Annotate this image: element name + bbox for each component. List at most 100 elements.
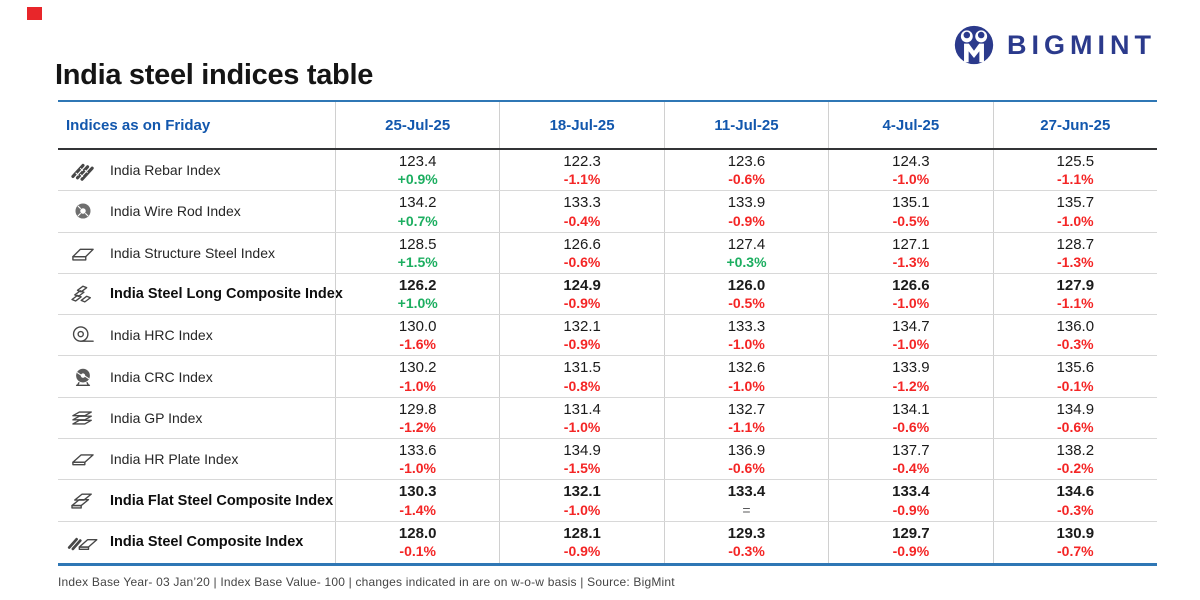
index-value: 129.3 <box>727 525 766 543</box>
index-value: 132.6 <box>727 359 766 377</box>
index-label: India Structure Steel Index <box>110 244 275 261</box>
wow-change: -0.6% <box>1057 419 1094 435</box>
wow-change: -0.5% <box>728 295 765 312</box>
index-label: India CRC Index <box>110 368 213 385</box>
structure-steel-icon <box>65 242 101 264</box>
value-cell: 135.7 -1.0% <box>992 191 1157 232</box>
index-value: 135.1 <box>892 194 930 212</box>
wow-change: -1.2% <box>892 377 930 394</box>
index-value: 126.6 <box>563 235 601 253</box>
index-value: 134.2 <box>398 194 437 212</box>
wow-change: -0.1% <box>1057 377 1094 394</box>
hrc-coil-icon <box>65 324 101 346</box>
wow-change: -1.6% <box>399 336 436 353</box>
index-label-cell: India Rebar Index <box>58 150 335 190</box>
index-value: 135.7 <box>1056 194 1095 212</box>
index-label: India HRC Index <box>110 327 213 344</box>
table-row: India Flat Steel Composite Index 130.3 -1.… <box>58 480 1157 522</box>
index-value: 126.2 <box>398 276 437 294</box>
table-row: India Rebar Index 123.4 +0.9% 122.3 -1.1% 123… <box>58 150 1157 192</box>
value-cell: 128.1 -0.9% <box>499 521 663 563</box>
value-cell: 127.1 -1.3% <box>828 232 992 273</box>
footnote: Index Base Year- 03 Jan’20 | Index Base … <box>58 575 675 589</box>
index-value: 127.9 <box>1056 276 1095 294</box>
value-cell: 134.6 -0.3% <box>992 480 1157 521</box>
index-value: 133.3 <box>563 194 601 212</box>
index-value: 132.1 <box>563 318 601 336</box>
value-cell: 133.9 -1.2% <box>828 356 992 397</box>
index-value: 134.1 <box>892 400 930 418</box>
value-cell: 130.0 -1.6% <box>335 315 499 356</box>
wow-change: -1.0% <box>563 419 601 435</box>
wow-change: = <box>742 501 751 518</box>
value-cell: 137.7 -0.4% <box>828 439 992 480</box>
index-value: 137.7 <box>892 442 930 460</box>
value-cell: 129.7 -0.9% <box>828 521 992 563</box>
value-cell: 134.9 -0.6% <box>992 397 1157 439</box>
bigmint-wordmark: BIGMINT <box>1007 29 1156 60</box>
value-cell: 133.4 = <box>663 480 828 521</box>
value-cell: 132.1 -1.0% <box>499 480 663 521</box>
value-cell: 128.7 -1.3% <box>992 232 1157 273</box>
table-row: India Wire Rod Index 134.2 +0.7% 133.3 -0.4%… <box>58 191 1157 233</box>
value-cell: 124.9 -0.9% <box>499 273 663 315</box>
wow-change: -1.0% <box>399 460 436 477</box>
wow-change: -0.1% <box>399 543 436 560</box>
value-cell: 135.6 -0.1% <box>992 356 1157 397</box>
value-cell: 129.8 -1.2% <box>335 397 499 439</box>
index-value: 131.4 <box>563 400 601 418</box>
value-cell: 136.0 -0.3% <box>992 315 1157 356</box>
value-cell: 123.6 -0.6% <box>663 150 828 191</box>
index-value: 130.9 <box>1056 525 1095 543</box>
bigmint-logo-icon <box>951 22 997 68</box>
value-cell: 133.9 -0.9% <box>663 191 828 232</box>
value-cell: 133.4 -0.9% <box>828 480 992 521</box>
wow-change: -0.5% <box>892 212 930 229</box>
wow-change: -1.0% <box>399 377 436 394</box>
wow-change: -0.9% <box>563 543 601 560</box>
index-label-cell: India Wire Rod Index <box>58 191 335 231</box>
corner-header: Indices as on Friday <box>66 116 211 134</box>
date-column-header: 18-Jul-25 <box>499 102 663 148</box>
index-value: 133.4 <box>892 483 930 501</box>
wow-change: -1.0% <box>728 377 765 394</box>
date-column-header: 27-Jun-25 <box>992 102 1157 148</box>
index-value: 132.7 <box>727 400 766 418</box>
index-label-cell: India HRC Index <box>58 315 335 355</box>
table-body: India Rebar Index 123.4 +0.9% 122.3 -1.1% 123… <box>58 150 1157 563</box>
table-row: India CRC Index 130.2 -1.0% 131.5 -0.8% 132.6… <box>58 356 1157 398</box>
index-value: 124.9 <box>563 276 601 294</box>
value-cell: 134.9 -1.5% <box>499 439 663 480</box>
table-row: India HR Plate Index 133.6 -1.0% 134.9 -1.5%… <box>58 439 1157 481</box>
wow-change: -0.9% <box>892 501 930 518</box>
index-value: 124.3 <box>892 152 930 170</box>
value-cell: 130.3 -1.4% <box>335 480 499 521</box>
value-cell: 128.0 -0.1% <box>335 521 499 563</box>
wow-change: -1.3% <box>1057 253 1094 270</box>
date-column-header: 11-Jul-25 <box>663 102 828 148</box>
wow-change: -0.9% <box>563 295 601 312</box>
value-cell: 130.9 -0.7% <box>992 521 1157 563</box>
table-row: India HRC Index 130.0 -1.6% 132.1 -0.9% 133.3… <box>58 315 1157 357</box>
wire-rod-coil-icon <box>65 200 101 222</box>
index-value: 138.2 <box>1056 442 1095 460</box>
index-value: 133.6 <box>398 442 437 460</box>
value-cell: 126.0 -0.5% <box>663 273 828 315</box>
wow-change: -1.2% <box>399 419 436 435</box>
brand-red-square-icon <box>27 7 42 20</box>
table-row: India GP Index 129.8 -1.2% 131.4 -1.0% 132.7-… <box>58 397 1157 440</box>
index-value: 123.6 <box>727 152 766 170</box>
value-cell: 122.3 -1.1% <box>499 150 663 191</box>
index-value: 130.0 <box>398 318 437 336</box>
index-label: India Wire Rod Index <box>110 203 241 220</box>
wow-change: -1.0% <box>1057 212 1094 229</box>
index-value: 132.1 <box>563 483 601 501</box>
index-value: 128.0 <box>398 525 437 543</box>
index-value: 134.7 <box>892 318 930 336</box>
wow-change: -0.9% <box>563 336 601 353</box>
value-cell: 128.5 +1.5% <box>335 232 499 273</box>
wow-change: -1.0% <box>892 295 930 312</box>
steel-composite-icon <box>65 531 101 553</box>
index-label-cell: India Flat Steel Composite Index <box>58 480 335 520</box>
